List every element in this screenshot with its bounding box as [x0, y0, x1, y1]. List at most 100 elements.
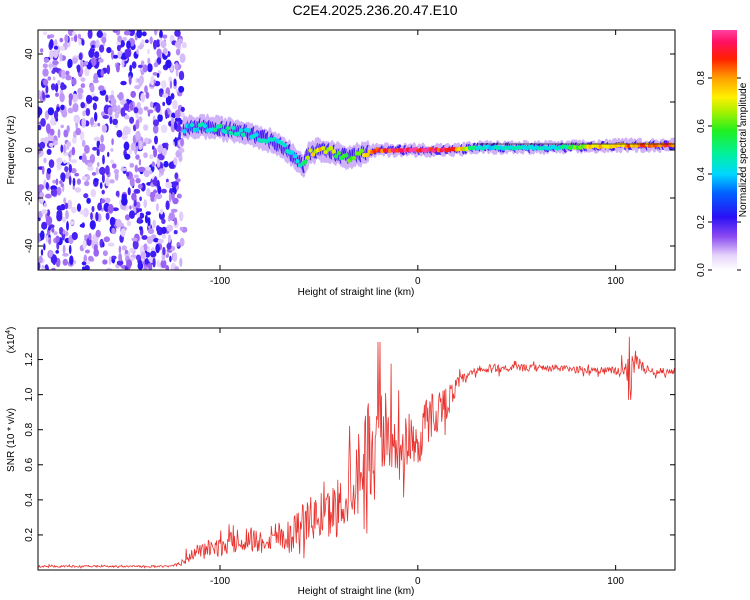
noise-blob — [152, 124, 159, 134]
track-core — [231, 125, 236, 131]
noise-blob — [129, 163, 135, 168]
noise-blob — [129, 247, 135, 253]
noise-blob — [136, 49, 139, 55]
noise-blob — [152, 178, 158, 186]
noise-blob — [159, 88, 164, 93]
noise-blob — [139, 196, 142, 202]
noise-blob — [95, 229, 101, 238]
noise-blob — [123, 30, 131, 36]
noise-blob — [132, 239, 139, 250]
noise-blob — [81, 117, 87, 128]
noise-blob — [129, 64, 133, 73]
track-core — [223, 129, 228, 135]
noise-blob — [70, 168, 77, 174]
noise-blob — [149, 191, 156, 198]
noise-blob — [126, 259, 133, 268]
noise-blob — [145, 39, 149, 44]
noise-blob — [53, 231, 58, 236]
noise-blob — [133, 200, 137, 207]
track-core — [225, 125, 231, 131]
y-tick-label: 1.2 — [24, 352, 35, 366]
noise-blob — [101, 124, 108, 133]
noise-blob — [62, 152, 69, 156]
noise-blob — [89, 220, 96, 230]
noise-blob — [115, 219, 122, 228]
noise-blob — [135, 178, 141, 184]
noise-blob — [148, 262, 153, 270]
noise-blob — [174, 217, 178, 226]
noise-blob — [103, 236, 111, 243]
noise-blob — [150, 75, 155, 86]
colorbar-label: Normalized spectral amplitude — [738, 82, 749, 217]
noise-blob — [80, 68, 84, 75]
noise-blob — [147, 228, 155, 235]
noise-blob — [120, 107, 126, 117]
noise-blob — [62, 244, 66, 254]
noise-blob — [124, 153, 131, 160]
svg-text:(x104): (x104) — [5, 327, 17, 354]
noise-blob — [48, 159, 55, 169]
noise-blob — [129, 102, 134, 111]
track-core — [238, 128, 244, 133]
noise-blob — [158, 173, 162, 178]
noise-blob — [105, 197, 111, 204]
noise-blob — [128, 30, 135, 37]
noise-blob — [147, 111, 151, 117]
noise-blob — [47, 226, 51, 231]
noise-blob — [141, 39, 145, 45]
track-core — [189, 122, 195, 128]
noise-blob — [130, 142, 137, 152]
noise-blob — [146, 236, 153, 245]
noise-blob — [80, 77, 86, 82]
noise-blob — [43, 57, 50, 63]
noise-blob — [124, 249, 128, 255]
noise-blob — [67, 60, 72, 69]
noise-blob — [75, 127, 82, 136]
noise-blob — [60, 124, 64, 129]
noise-blob — [156, 157, 161, 168]
noise-blob — [156, 48, 162, 57]
noise-blob — [124, 114, 130, 120]
noise-blob — [165, 181, 173, 189]
noise-blob — [144, 258, 149, 265]
noise-blob — [129, 176, 135, 187]
track-core — [213, 127, 218, 133]
noise-blob — [64, 202, 69, 210]
noise-blob — [70, 36, 74, 42]
y-tick-label: -20 — [24, 190, 35, 205]
noise-blob — [92, 96, 99, 101]
noise-blob — [175, 48, 181, 56]
noise-blob — [73, 33, 78, 43]
noise-blob — [64, 166, 69, 173]
noise-blob — [112, 207, 119, 212]
noise-blob — [90, 57, 97, 67]
noise-blob — [106, 267, 112, 270]
noise-blob — [107, 151, 110, 158]
noise-blob — [174, 30, 181, 37]
noise-blob — [138, 140, 143, 151]
noise-blob — [153, 238, 160, 243]
noise-blob — [134, 164, 138, 173]
noise-blob — [76, 203, 82, 212]
noise-blob — [74, 172, 80, 177]
colorbar-tick-label: 0.2 — [696, 215, 707, 229]
noise-blob — [138, 158, 142, 166]
noise-blob — [141, 235, 148, 240]
noise-blob — [79, 131, 85, 141]
noise-blob — [93, 178, 99, 182]
noise-blob — [53, 39, 58, 48]
noise-blob — [62, 216, 66, 223]
noise-blob — [98, 58, 104, 63]
noise-blob — [181, 41, 187, 49]
noise-blob — [72, 31, 76, 36]
snr-xlabel: Height of straight line (km) — [298, 586, 415, 597]
noise-blob — [145, 91, 150, 99]
noise-blob — [45, 123, 51, 134]
track-core — [182, 129, 187, 134]
noise-blob — [128, 75, 132, 85]
noise-blob — [47, 76, 52, 81]
noise-blob — [73, 114, 80, 124]
track-core — [236, 131, 241, 136]
noise-blob — [74, 187, 82, 193]
